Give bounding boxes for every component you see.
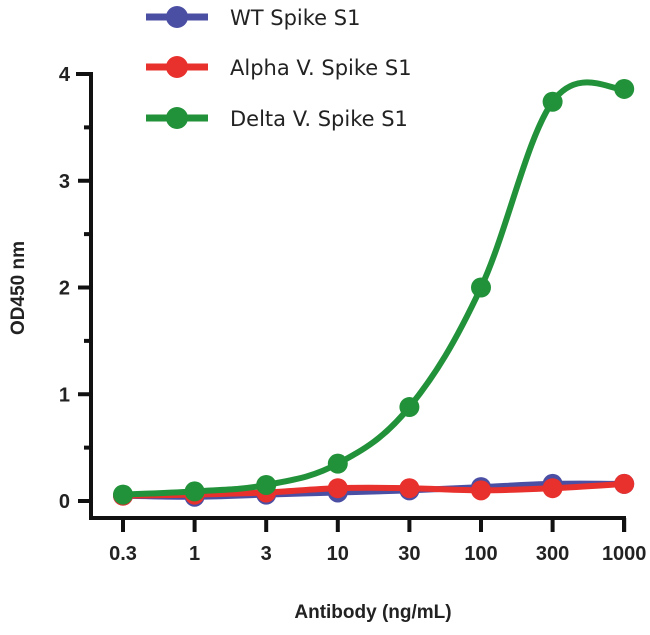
data-point [327,453,348,474]
y-tick-label: 0 [59,491,70,513]
x-tick-label: 30 [398,543,420,565]
legend-label: WT Spike S1 [230,6,360,30]
y-tick-label: 1 [59,384,70,406]
axis-frame [76,72,626,532]
legend-item: Delta V. Spike S1 [146,107,408,131]
data-point [113,484,133,505]
legend-label: Delta V. Spike S1 [230,107,408,131]
x-tick-label: 1 [189,543,200,565]
axes [76,72,626,532]
legend-label: Alpha V. Spike S1 [230,56,412,80]
data-point [399,397,420,418]
data-point [471,480,491,501]
data-point [471,277,491,298]
legend-marker [166,6,188,28]
legend-marker [166,56,188,78]
x-axis-title: Antibody (ng/mL) [294,602,451,623]
y-tick-label: 2 [59,278,70,300]
y-axis-title: OD450 nm [8,241,29,335]
data-point [256,474,277,495]
data-point [184,481,205,502]
data-point [542,478,563,499]
x-tick-label: 3 [261,543,272,565]
series-line [120,79,628,498]
legend-item: WT Spike S1 [146,6,360,30]
series-delta-v-spike-s1 [113,78,635,505]
legend-marker [166,107,188,129]
legend: WT Spike S1 Alpha V. Spike S1 Delta V. Spi… [146,6,412,131]
y-axis-ticks: 0 1 2 3 4 [59,64,91,513]
x-tick-label: 0.3 [109,543,137,565]
data-point [614,78,635,99]
data-point [327,478,348,499]
data-point [399,478,420,499]
y-tick-label: 3 [59,171,70,193]
data-point [542,91,563,112]
series-layer [113,78,635,507]
x-tick-label: 1000 [602,543,647,565]
legend-item: Alpha V. Spike S1 [146,56,412,80]
x-tick-label: 100 [464,543,497,565]
x-tick-label: 10 [327,543,349,565]
x-tick-label: 300 [536,543,569,565]
y-tick-label: 4 [59,64,71,86]
x-axis-ticks: 0.3 1 3 10 30 100 300 1000 [109,518,646,565]
data-point [614,473,635,494]
